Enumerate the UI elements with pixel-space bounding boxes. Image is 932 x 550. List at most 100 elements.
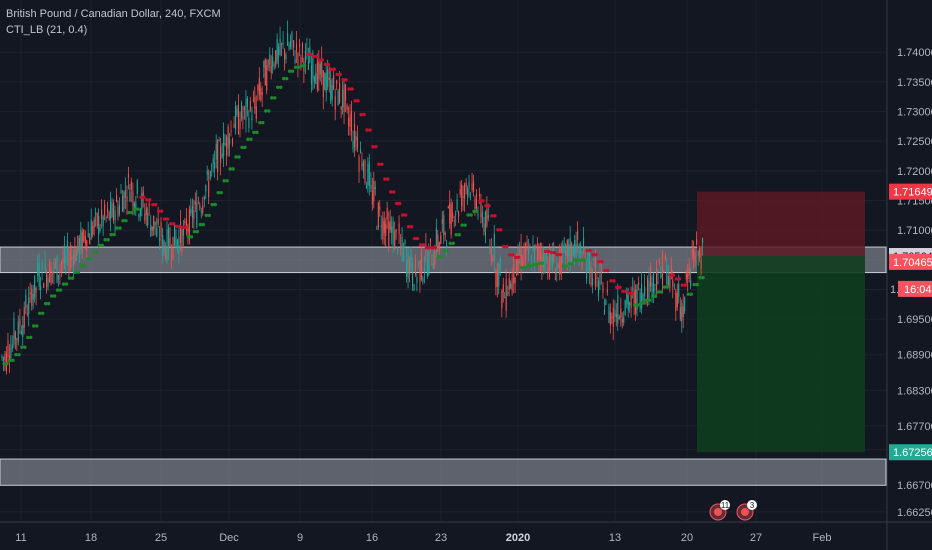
x-tick-label: 13 [609, 532, 621, 544]
candle-body [681, 303, 683, 322]
candle-body [288, 44, 290, 49]
candle-body [4, 354, 6, 361]
candle-body [638, 282, 640, 285]
candle-body [603, 309, 605, 315]
short-position-tool[interactable] [697, 191, 865, 453]
candle-bar [96, 199, 103, 248]
candle-bar [293, 31, 299, 78]
candle-body [468, 181, 470, 188]
candle-body [153, 215, 155, 230]
cti-dot-up [43, 301, 48, 306]
cti-dot-up [70, 276, 75, 280]
cti-dot-up [207, 213, 211, 218]
candle-body [84, 235, 86, 244]
candle-bar [227, 120, 234, 157]
cti-dot-down [496, 228, 500, 232]
cti-dot-up [659, 290, 664, 294]
candle-body [629, 303, 631, 305]
candle-body [526, 242, 528, 244]
event-markers[interactable]: 11 3 [709, 500, 757, 521]
indicator-label[interactable]: CTI_LB (21, 0.4) [6, 24, 88, 36]
candle-body [477, 213, 479, 216]
candle-body [656, 269, 658, 290]
candle-body [459, 189, 461, 195]
cti-dot-down [356, 99, 360, 103]
candle-body [120, 190, 122, 193]
symbol-title[interactable]: British Pound / Canadian Dollar, 240, FX… [6, 8, 221, 20]
candle-body [127, 174, 129, 178]
x-tick-label: 27 [750, 532, 762, 544]
candle-bar [679, 293, 686, 333]
event-count: 11 [721, 501, 730, 510]
cti-dot-down [668, 273, 673, 277]
candle-bar [519, 233, 525, 281]
candle-bar [13, 312, 19, 351]
candle-bar [495, 255, 501, 298]
candle-body [307, 60, 309, 70]
cti-dot-up [222, 179, 226, 183]
candle-body [304, 50, 307, 62]
cti-dot-up [249, 137, 253, 141]
candle-body [620, 308, 622, 318]
candle-body [230, 130, 232, 132]
candle-bar [114, 188, 120, 233]
candle-body [594, 257, 596, 287]
cti-dot-down [157, 209, 161, 213]
candle-bar [656, 257, 662, 295]
candle-body [586, 268, 588, 280]
cti-dot-down [329, 67, 333, 71]
cti-dot-up [469, 213, 473, 217]
candle-body [386, 207, 388, 220]
candle-body [310, 65, 312, 85]
candle-body [654, 284, 656, 286]
cti-dot-down [389, 190, 393, 194]
y-tick-label: 1.68900 [897, 350, 932, 362]
cti-dot-down [406, 225, 411, 229]
cti-dot-up [579, 258, 583, 262]
candle-body [639, 292, 641, 309]
candle-body [345, 83, 347, 101]
cti-dot-up [281, 76, 286, 81]
candle-body [368, 161, 370, 186]
candle-body [180, 221, 182, 243]
cti-dot-up [55, 288, 60, 292]
cti-dot-up [633, 303, 637, 307]
candle-bar [489, 224, 495, 274]
cti-dot-down [344, 78, 348, 82]
cti-dot-up [124, 218, 128, 223]
candle-body [196, 202, 198, 228]
candle-body [257, 85, 259, 91]
event-marker[interactable]: 3 [736, 500, 757, 521]
candle-body [203, 196, 205, 200]
y-tick-label: 1.74000 [897, 47, 932, 59]
candle-body [285, 55, 287, 60]
candle-body [525, 243, 527, 259]
cti-dot-down [377, 162, 381, 166]
candle-body [673, 286, 675, 288]
candle-body [516, 254, 518, 276]
candle-body [635, 289, 637, 314]
candle-body [168, 227, 170, 251]
candle-body [96, 213, 98, 227]
candle-body [273, 66, 275, 68]
cti-dot-up [252, 130, 256, 135]
cti-dot-up [692, 282, 696, 287]
candle-body [124, 189, 126, 198]
candle-bar [49, 258, 55, 286]
candle-bar [537, 237, 543, 280]
candle-body [651, 282, 653, 297]
event-marker[interactable]: 11 [709, 500, 730, 521]
candle-body [255, 106, 257, 119]
candle-body [56, 256, 58, 283]
cti-dot-up [537, 261, 542, 265]
candle-body [46, 272, 48, 288]
cti-dot-up [442, 249, 446, 253]
candle-body [422, 277, 424, 283]
cti-dot-down [341, 78, 345, 82]
candle-body [557, 263, 559, 265]
candle-bar [55, 255, 61, 287]
candle-body [99, 228, 101, 231]
candle-body [66, 240, 69, 256]
